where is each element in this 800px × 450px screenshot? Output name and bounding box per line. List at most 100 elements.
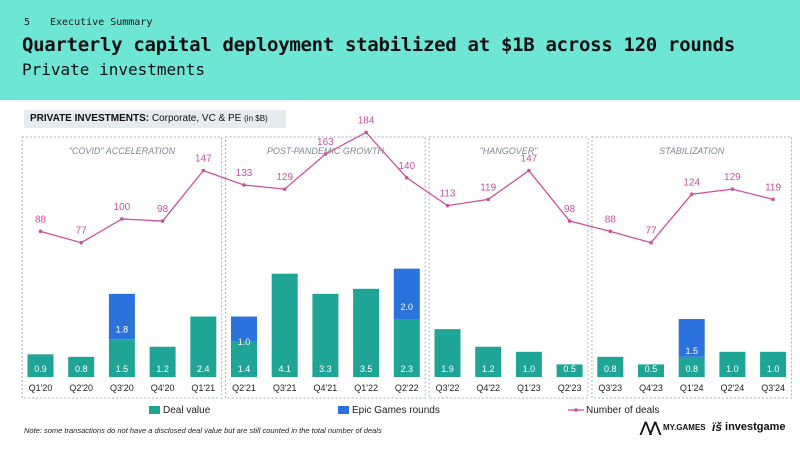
bar-deal-value (475, 346, 502, 377)
deals-label: 129 (276, 172, 293, 183)
legend-deal-swatch (149, 406, 160, 414)
x-tick-label: Q4'22 (476, 383, 500, 393)
bar-deal-value-label: 1.0 (767, 364, 780, 374)
chart-label: PRIVATE INVESTMENTS: Corporate, VC & PE … (24, 110, 286, 128)
chart-label-unit: (in $B) (244, 114, 268, 123)
deals-point (527, 168, 531, 173)
bar-deal-value (760, 351, 787, 377)
bar-deal-value-label: 1.0 (726, 364, 739, 374)
deals-label: 77 (645, 226, 657, 237)
bar-deal-value (68, 356, 95, 377)
x-tick-label: Q3'20 (110, 383, 134, 393)
bar-epic-rounds-label: 1.0 (238, 337, 251, 347)
bar-epic-rounds-label: 1.8 (116, 325, 129, 335)
bar-deal-value (434, 329, 461, 377)
deals-point (364, 130, 368, 135)
bar-epic-rounds (108, 293, 135, 340)
deals-label: 129 (724, 172, 741, 183)
deals-point (323, 152, 328, 156)
deals-point (649, 240, 653, 245)
bar-epic-rounds (231, 316, 257, 342)
legend-deal-label: Deal value (163, 405, 211, 416)
deals-point (608, 229, 613, 234)
deals-point (201, 168, 206, 173)
bar-deal-value (353, 288, 380, 377)
bar-deal-value-label: 1.5 (116, 364, 129, 374)
deals-label: 88 (605, 214, 617, 225)
deals-label: 77 (76, 226, 88, 237)
bar-deal-value-label: 0.5 (645, 364, 658, 374)
x-tick-label: Q4'21 (314, 383, 338, 393)
x-tick-label: Q4'20 (151, 383, 175, 393)
x-tick-label: Q3'23 (598, 383, 622, 393)
investgame-logo-glyph: ïš (712, 420, 723, 434)
deals-point (445, 203, 450, 208)
deals-label: 140 (398, 161, 415, 172)
deals-label: 98 (564, 204, 576, 215)
bar-deal-value (108, 339, 135, 377)
deals-label: 184 (358, 115, 375, 126)
deals-point (486, 197, 491, 202)
deals-label: 119 (480, 182, 496, 193)
bar-epic-rounds (393, 268, 420, 320)
deals-label: 88 (35, 214, 47, 225)
deals-point (120, 217, 124, 221)
deals-label: 119 (765, 182, 781, 193)
deals-point (405, 176, 409, 180)
bar-deal-value-label: 0.8 (604, 364, 617, 374)
period-box (225, 136, 426, 399)
bar-deal-value (638, 364, 664, 377)
deals-point (160, 219, 165, 223)
deals-point (79, 240, 83, 245)
period-box (591, 136, 792, 399)
bar-deal-value (393, 319, 420, 377)
period-box (21, 136, 223, 399)
legend-epic-swatch (338, 406, 349, 414)
x-tick-label: Q2'22 (395, 383, 419, 393)
deals-label: 163 (317, 137, 334, 148)
x-tick-label: Q1'20 (29, 383, 53, 393)
bar-deal-value-label: 1.2 (482, 364, 495, 374)
x-tick-label: Q3'24 (761, 383, 785, 393)
x-tick-label: Q1'21 (191, 383, 215, 393)
bar-deal-value-label: 1.2 (156, 364, 169, 374)
section-name: Executive Summary (50, 17, 153, 28)
period-box (428, 136, 589, 399)
bar-deal-value-label: 0.8 (75, 364, 88, 374)
deals-point (567, 219, 572, 223)
bar-deal-value-label: 0.8 (685, 364, 698, 374)
bar-deal-value (27, 354, 54, 377)
bar-epic-rounds (678, 319, 705, 357)
deals-label: 113 (440, 189, 456, 200)
deals-point (771, 197, 775, 202)
deals-label: 133 (236, 168, 253, 179)
bar-deal-value-label: 2.3 (401, 364, 414, 374)
bar-deal-value-label: 1.4 (238, 364, 251, 374)
bar-deal-value-label: 4.1 (278, 364, 291, 374)
bar-deal-value (719, 351, 746, 377)
bar-deal-value (678, 356, 705, 377)
bar-deal-value-label: 3.3 (319, 364, 332, 374)
x-tick-label: Q2'23 (558, 383, 582, 393)
mygames-logo-glyph: ⋀⋀ (640, 418, 661, 435)
bar-deal-value (271, 273, 298, 377)
legend-epic-label: Epic Games rounds (352, 405, 440, 416)
chart-label-bold: PRIVATE INVESTMENTS: (30, 113, 150, 124)
x-tick-label: Q2'20 (69, 383, 93, 393)
x-tick-label: Q2'21 (232, 383, 256, 393)
bar-deal-value (515, 351, 542, 377)
page-number: 5 (24, 17, 31, 28)
deals-point (38, 229, 43, 234)
deals-point (730, 187, 735, 191)
bar-deal-value (556, 364, 583, 377)
bar-deal-value (597, 356, 624, 377)
deals-label: 147 (521, 154, 538, 165)
x-tick-label: Q1'24 (680, 383, 704, 393)
period-label: POST-PANDEMIC GROWTH (267, 146, 385, 156)
mygames-logo: ⋀⋀ MY.GAMES (640, 419, 706, 435)
legend-deals-label: Number of deals (586, 405, 659, 416)
bar-deal-value (231, 341, 257, 377)
bar-deal-value (190, 316, 217, 377)
page-title: Quarterly capital deployment stabilized … (22, 34, 735, 56)
